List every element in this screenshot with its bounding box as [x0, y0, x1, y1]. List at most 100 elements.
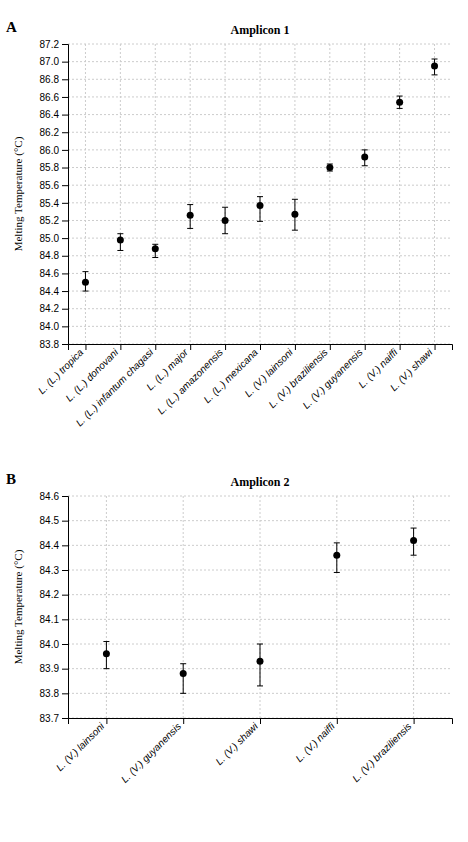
- x-tick-mark: [260, 344, 261, 350]
- y-tick-mark: [62, 619, 68, 620]
- grid: [68, 496, 452, 718]
- grid-line-x: [85, 44, 86, 344]
- x-tick-label: L. (V.) guyanensis: [119, 721, 183, 785]
- grid-line-y: [68, 291, 452, 292]
- error-bar: [222, 207, 228, 233]
- x-tick-mark: [155, 344, 156, 350]
- x-tick-mark: [183, 718, 184, 724]
- y-tick-label: 86.0: [40, 145, 60, 156]
- x-tick: L. (V.) guyanensis: [119, 718, 184, 785]
- x-tick: L. (V.) shawi: [213, 718, 260, 767]
- y-tick-mark: [62, 326, 68, 327]
- x-axis-line: [69, 345, 453, 351]
- y-tick: 84.6: [40, 268, 68, 279]
- y-tick: 86.2: [40, 127, 68, 138]
- y-tick: 84.6: [40, 491, 68, 502]
- y-tick-label: 84.6: [40, 491, 60, 502]
- error-bar: [432, 59, 438, 75]
- y-axis-title: Melting Temperature (°C): [12, 136, 25, 251]
- point: [291, 211, 298, 218]
- y-tick-mark: [62, 115, 68, 116]
- y-axis: 83.884.084.284.484.684.885.085.285.485.6…: [40, 39, 69, 350]
- error-bar: [292, 199, 298, 230]
- point: [410, 537, 417, 544]
- x-tick-label: L. (V.) braziliensis: [266, 347, 329, 410]
- grid-line-x: [294, 44, 295, 344]
- y-tick-label: 84.0: [40, 321, 60, 332]
- point: [222, 217, 229, 224]
- y-tick-label: 85.2: [40, 215, 60, 226]
- point: [257, 202, 264, 209]
- x-tick-mark: [260, 718, 261, 724]
- y-tick: 84.3: [40, 565, 68, 576]
- y-tick-mark: [62, 570, 68, 571]
- x-tick-label: L. (L.) amazonensis: [155, 347, 225, 417]
- x-tick: L. (V.) braziliensis: [350, 718, 414, 784]
- y-tick: 86.4: [40, 109, 68, 120]
- error-bar: [334, 543, 340, 573]
- error-bar: [82, 272, 88, 291]
- y-tick-label: 84.0: [40, 639, 60, 650]
- grid-line-y: [68, 326, 452, 327]
- point: [187, 212, 194, 219]
- y-tick: 85.8: [40, 162, 68, 173]
- y-tick-mark: [62, 344, 68, 345]
- x-tick-label: L. (V.) lainsoni: [54, 720, 107, 773]
- y-tick-mark: [62, 496, 68, 497]
- grid-line-x: [106, 496, 107, 718]
- y-tick: 84.0: [40, 639, 68, 650]
- grid-line-y: [68, 619, 452, 620]
- x-tick-mark: [225, 344, 226, 350]
- error-bar: [411, 528, 417, 555]
- y-tick: 83.7: [40, 713, 68, 724]
- panel-label: A: [6, 19, 17, 35]
- title: Amplicon 1: [230, 23, 289, 37]
- grid-line-x: [329, 44, 330, 344]
- x-axis: L. (L.) tropicaL. (L.) donovaniL. (L.) i…: [36, 344, 453, 428]
- point: [431, 63, 438, 70]
- y-tick: 84.2: [40, 589, 68, 600]
- grid: [68, 44, 452, 344]
- error-bar: [257, 197, 263, 222]
- x-axis-line: [69, 719, 453, 725]
- x-tick: L. (V.) shawi: [388, 344, 435, 393]
- y-tick-mark: [62, 309, 68, 310]
- y-tick: 87.0: [40, 56, 68, 67]
- x-axis: L. (V.) lainsoniL. (V.) guyanensis L. (V.…: [54, 718, 453, 785]
- x-tick-mark: [190, 344, 191, 350]
- y-tick: 84.4: [40, 540, 68, 551]
- x-tick-label: L. (V.) guyanensis: [300, 347, 364, 411]
- x-tick: L. (L.) amazonensis: [155, 344, 225, 417]
- y-tick-mark: [62, 220, 68, 221]
- point: [257, 658, 264, 665]
- point: [103, 650, 110, 657]
- x-tick-label: L. (V.) shawi: [388, 346, 435, 393]
- grid-line-x: [336, 496, 337, 718]
- error-bar: [103, 642, 109, 669]
- y-tick-label: 84.2: [40, 303, 60, 314]
- marks: [82, 59, 438, 291]
- grid-line-x: [399, 44, 400, 344]
- y-tick-label: 87.0: [40, 56, 60, 67]
- grid-line-x: [120, 44, 121, 344]
- y-tick: 83.8: [40, 339, 68, 350]
- point: [361, 153, 368, 160]
- grid-line-x: [190, 44, 191, 344]
- y-tick: 84.5: [40, 515, 68, 526]
- x-tick-mark: [414, 718, 415, 724]
- y-tick: 83.9: [40, 663, 68, 674]
- error-bar: [152, 244, 158, 257]
- x-tick: L. (V.) naiffi: [293, 718, 337, 764]
- point: [180, 670, 187, 677]
- y-tick-mark: [62, 521, 68, 522]
- x-tick-mark: [295, 344, 296, 350]
- panel: 83.884.084.284.484.684.885.085.285.485.6…: [6, 19, 453, 428]
- y-tick-mark: [62, 238, 68, 239]
- x-tick-label: L. (V.) braziliensis: [350, 721, 413, 784]
- grid-line-y: [68, 79, 452, 80]
- y-tick-mark: [62, 693, 68, 694]
- y-tick: 87.2: [40, 39, 68, 50]
- x-tick-mark: [106, 718, 107, 724]
- y-tick-label: 86.8: [40, 74, 60, 85]
- y-tick-mark: [62, 291, 68, 292]
